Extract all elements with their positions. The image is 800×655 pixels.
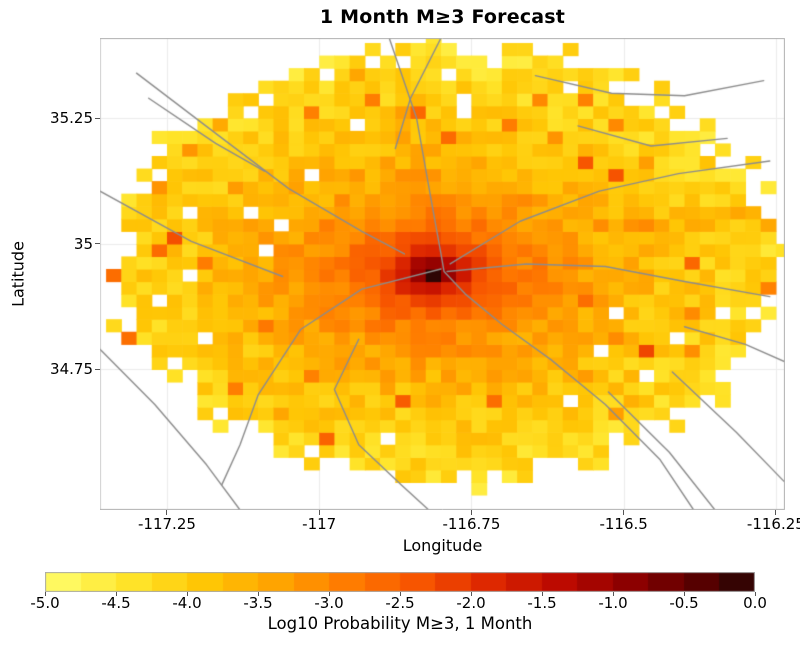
colorbar-tick-label: 0.0 (743, 594, 767, 612)
x-tick-mark (623, 510, 625, 515)
colorbar-tick-mark (44, 592, 46, 596)
colorbar-tick-label: -2.5 (385, 594, 415, 612)
colorbar-tick-mark (257, 592, 259, 596)
x-tick-label: -116.25 (746, 515, 800, 533)
x-tick-mark (775, 510, 777, 515)
colorbar-tick-label: -1.0 (598, 594, 628, 612)
y-tick-mark (95, 243, 100, 245)
colorbar-tick-label: -4.0 (172, 594, 202, 612)
colorbar-tick-mark (541, 592, 543, 596)
colorbar-tick-mark (186, 592, 188, 596)
y-tick-mark (95, 117, 100, 119)
chart-title: 1 Month M≥3 Forecast (319, 6, 566, 28)
x-tick-label: -116.75 (442, 515, 501, 533)
x-tick-label: -116.5 (599, 515, 648, 533)
colorbar-tick-label: -3.5 (243, 594, 273, 612)
y-tick-mark (95, 368, 100, 370)
y-tick-label: 35.25 (50, 109, 93, 128)
x-axis-label: Longitude (402, 536, 483, 555)
y-tick-label: 34.75 (50, 360, 93, 379)
colorbar-tick-mark (612, 592, 614, 596)
colorbar-label: Log10 Probability M≥3, 1 Month (267, 614, 533, 633)
colorbar-canvas (45, 572, 755, 592)
colorbar-tick-label: -4.5 (101, 594, 131, 612)
colorbar-tick-mark (399, 592, 401, 596)
colorbar-tick-label: -3.0 (314, 594, 344, 612)
y-tick-label: 35 (73, 234, 93, 253)
x-tick-label: -117.25 (138, 515, 196, 533)
heatmap-plot-canvas (100, 38, 785, 510)
colorbar-tick-mark (328, 592, 330, 596)
x-tick-mark (318, 510, 320, 515)
colorbar-tick-mark (754, 592, 756, 596)
colorbar-tick-mark (470, 592, 472, 596)
colorbar-tick-label: -5.0 (30, 594, 60, 612)
x-tick-mark (166, 510, 168, 515)
colorbar-tick-label: -1.5 (527, 594, 557, 612)
colorbar-tick-mark (115, 592, 117, 596)
colorbar-tick-label: -2.0 (456, 594, 486, 612)
colorbar-tick-mark (683, 592, 685, 596)
x-tick-mark (470, 510, 472, 515)
colorbar-tick-label: -0.5 (669, 594, 699, 612)
x-tick-label: -117 (302, 515, 337, 533)
